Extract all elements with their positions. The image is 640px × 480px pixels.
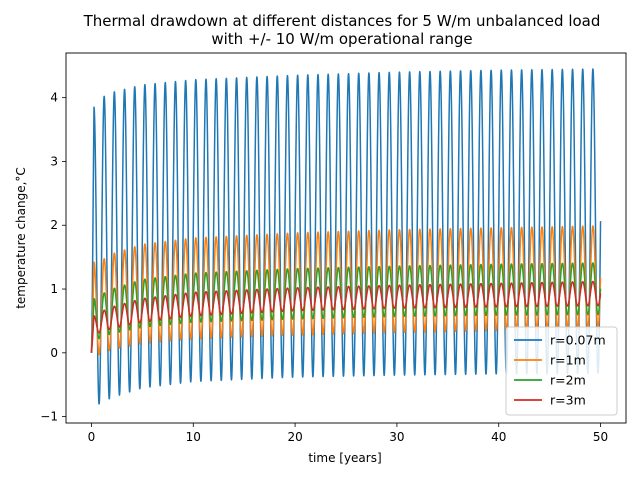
y-tick-label: 0 (50, 346, 58, 360)
chart-title-line-2: with +/- 10 W/m operational range (211, 30, 472, 48)
y-tick-label: 2 (50, 218, 58, 232)
series-line-3 (90, 280, 602, 353)
x-tick-label: 30 (389, 430, 404, 444)
legend-box (505, 326, 618, 416)
legend-label: r=3m (550, 393, 586, 408)
legend: r=0.07m r=1m r=2m r=3m (505, 326, 618, 416)
series-line-2 (90, 262, 602, 353)
legend-label: r=2m (550, 373, 586, 388)
x-tick-label: 10 (186, 430, 201, 444)
y-tick-label: −1 (40, 410, 58, 424)
y-tick-label: 3 (50, 154, 58, 168)
axis-ticks: 0 10 20 30 40 50 −1 0 1 2 3 4 (40, 91, 608, 444)
y-tick-label: 4 (50, 91, 58, 105)
chart-title-line-1: Thermal drawdown at different distances … (83, 12, 601, 30)
legend-label: r=0.07m (550, 333, 606, 348)
x-tick-label: 40 (491, 430, 506, 444)
x-tick-label: 50 (593, 430, 608, 444)
y-tick-label: 1 (50, 282, 58, 296)
legend-label: r=1m (550, 353, 586, 368)
x-tick-label: 0 (88, 430, 96, 444)
x-axis-label: time [years] (308, 451, 381, 465)
y-axis-label: temperature change,°C (14, 167, 28, 309)
plot-frame (65, 52, 627, 424)
x-tick-label: 20 (287, 430, 302, 444)
